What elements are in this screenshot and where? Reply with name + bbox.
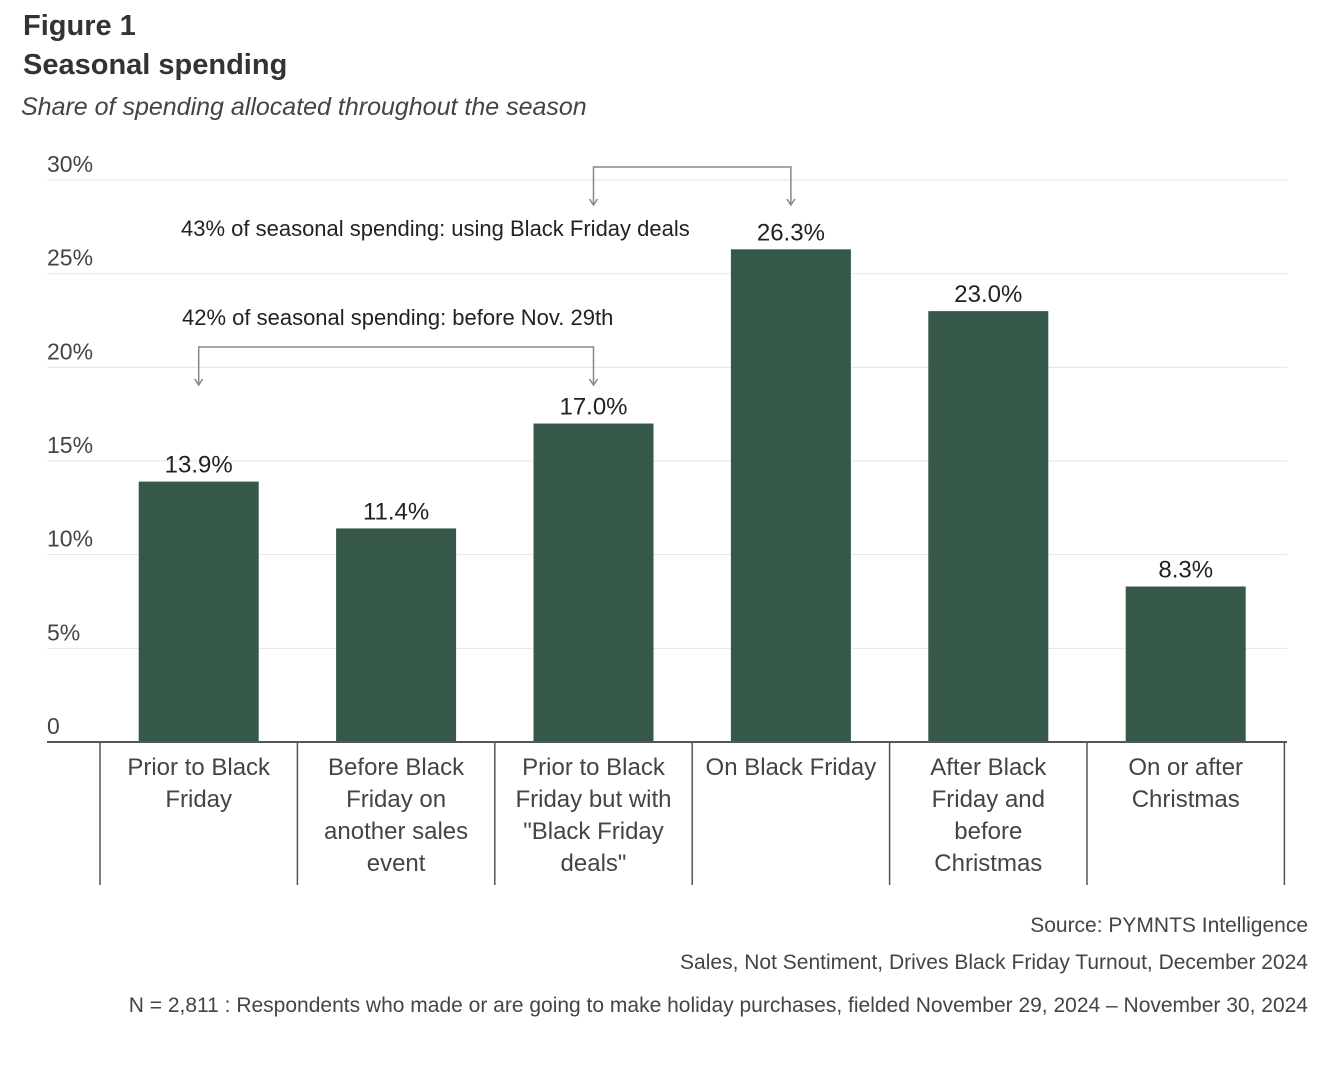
annotation-arrow (588, 378, 599, 387)
annotation-bracket (197, 346, 595, 385)
x-tick-label: On or after (1128, 754, 1243, 781)
annotation-text: 42% of seasonal spending: before Nov. 29… (182, 305, 613, 330)
sample-note: N = 2,811 : Respondents who made or are … (128, 994, 1308, 1017)
data-label: 13.9% (165, 452, 233, 479)
bar (1125, 586, 1246, 742)
x-tick-label: another sales (324, 818, 468, 845)
bar (928, 311, 1049, 742)
data-label: 23.0% (954, 281, 1022, 308)
annotation-arrow (786, 198, 796, 207)
bar (336, 528, 457, 742)
y-tick-label: 30% (47, 151, 93, 177)
x-tick-label: Friday but with (515, 786, 671, 813)
x-tick-label: Friday on (346, 786, 446, 813)
y-tick-label: 0 (47, 713, 60, 739)
y-tick-label: 10% (47, 526, 93, 552)
source-note: Source: PYMNTS Intelligence (1030, 914, 1308, 937)
annotation-arrow (194, 378, 204, 387)
x-tick-label: Friday and (932, 786, 1045, 813)
bar (533, 423, 654, 742)
x-tick-label: event (367, 850, 426, 877)
chart-subtitle: Share of spending allocated throughout t… (21, 93, 587, 121)
x-tick-label: Friday (165, 786, 232, 813)
x-tick-label: On Black Friday (706, 754, 877, 781)
data-label: 26.3% (757, 219, 825, 246)
data-label: 17.0% (559, 394, 627, 421)
y-tick-label: 25% (47, 245, 93, 271)
x-tick-label: deals" (561, 850, 627, 877)
x-tick-label: "Black Friday (523, 818, 664, 845)
bar-chart: 0 5% 10% 15% 20% 25% 30% 13.9% 11.4% 17.0% 26.3% 23… (47, 151, 1287, 885)
figure-label: Figure 1 (23, 10, 136, 42)
annotation-text: 43% of seasonal spending: using Black Fr… (181, 216, 690, 241)
data-label: 8.3% (1158, 557, 1213, 584)
y-tick-label: 15% (47, 432, 93, 458)
x-tick-label: Prior to Black (127, 754, 271, 781)
x-tick-label: before (954, 818, 1022, 845)
x-tick-label: Prior to Black (522, 754, 666, 781)
annotation-bracket (592, 166, 792, 205)
x-tick-label: Christmas (934, 850, 1042, 877)
bar (138, 481, 259, 742)
report-note: Sales, Not Sentiment, Drives Black Frida… (680, 951, 1308, 974)
y-tick-label: 5% (47, 619, 80, 645)
bar (730, 249, 851, 742)
x-tick-label: After Black (930, 754, 1047, 781)
annotation-arrow (588, 198, 599, 207)
y-tick-label: 20% (47, 338, 93, 364)
data-label: 11.4% (363, 498, 429, 525)
x-tick-label: Before Black (328, 754, 465, 781)
x-tick-label: Christmas (1132, 786, 1240, 813)
chart-title: Seasonal spending (23, 49, 288, 81)
